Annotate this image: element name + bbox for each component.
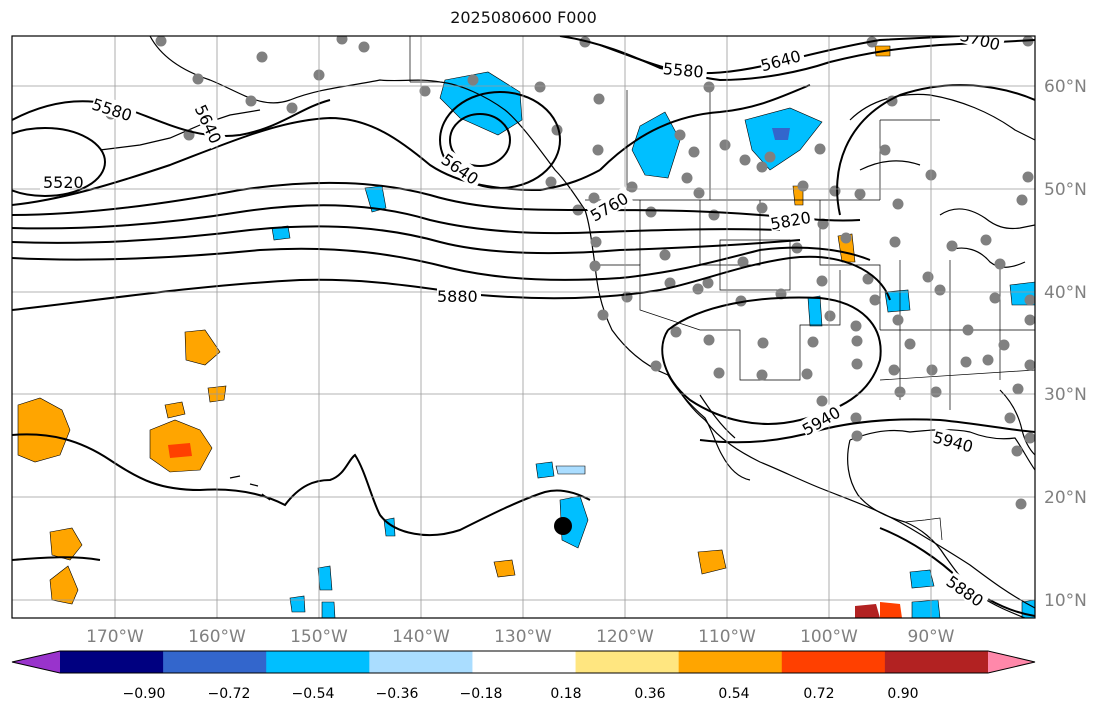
colorbar-segment (163, 651, 267, 673)
cb-tick-label: 0.90 (887, 686, 918, 702)
colorbar-segment (266, 651, 370, 673)
colorbar-segment (678, 651, 783, 673)
contour-label-5880-pacific: 5880 (437, 287, 478, 306)
lat-label-10n: 10°N (1044, 591, 1087, 611)
colorbar-segment (575, 651, 680, 673)
lon-label-150w: 150°W (290, 627, 348, 647)
colorbar-extend-high (988, 651, 1035, 673)
lon-label-90w: 90°W (908, 627, 955, 647)
colorbar-segment (781, 651, 886, 673)
cb-tick-label: 0.72 (803, 686, 834, 702)
cb-tick-label: −0.90 (123, 686, 166, 702)
colorbar-segment (60, 651, 164, 673)
lon-label-140w: 140°W (392, 627, 450, 647)
lat-label-20n: 20°N (1044, 488, 1087, 508)
colorbar (11, 650, 1036, 674)
cb-tick-label: −0.36 (376, 686, 419, 702)
colorbar-segment (884, 651, 989, 673)
lat-lon-grid (12, 36, 1035, 618)
contour-label-5520: 5520 (43, 173, 84, 192)
lon-label-100w: 100°W (800, 627, 858, 647)
storm-marker (554, 517, 572, 535)
political-borders (409, 36, 1035, 541)
cb-tick-label: −0.72 (208, 686, 251, 702)
map-title: 2025080600 F000 (450, 8, 597, 27)
cb-tick-label: 0.18 (550, 686, 581, 702)
colorbar-outline (11, 650, 1036, 674)
map-frame (11, 35, 1036, 619)
latitude-labels: 60°N 50°N 40°N 30°N 20°N 10°N (1044, 77, 1087, 611)
cb-tick-label: −0.54 (292, 686, 335, 702)
cb-tick-label: 0.54 (718, 686, 749, 702)
shaded-regions (17, 45, 1035, 618)
longitude-labels: 170°W 160°W 150°W 140°W 130°W 120°W 110°… (86, 627, 955, 647)
lat-label-50n: 50°N (1044, 180, 1087, 200)
cb-tick-label: 0.36 (634, 686, 665, 702)
colorbar-extend-low (12, 651, 60, 673)
lat-label-30n: 30°N (1044, 385, 1087, 405)
lat-label-60n: 60°N (1044, 77, 1087, 97)
lat-label-40n: 40°N (1044, 283, 1087, 303)
colorbar-segment (369, 651, 473, 673)
lon-label-120w: 120°W (596, 627, 654, 647)
lon-label-130w: 130°W (494, 627, 552, 647)
lon-label-170w: 170°W (86, 627, 144, 647)
contour-label-5580-north: 5580 (662, 59, 704, 81)
lon-label-160w: 160°W (188, 627, 246, 647)
colorbar-segment (472, 651, 577, 673)
station-dots (105, 36, 1035, 510)
cb-tick-label: −0.18 (460, 686, 503, 702)
lon-label-110w: 110°W (698, 627, 756, 647)
colorbar-tick-labels: −0.90 −0.72 −0.54 −0.36 −0.18 0.18 0.36 … (123, 686, 919, 702)
